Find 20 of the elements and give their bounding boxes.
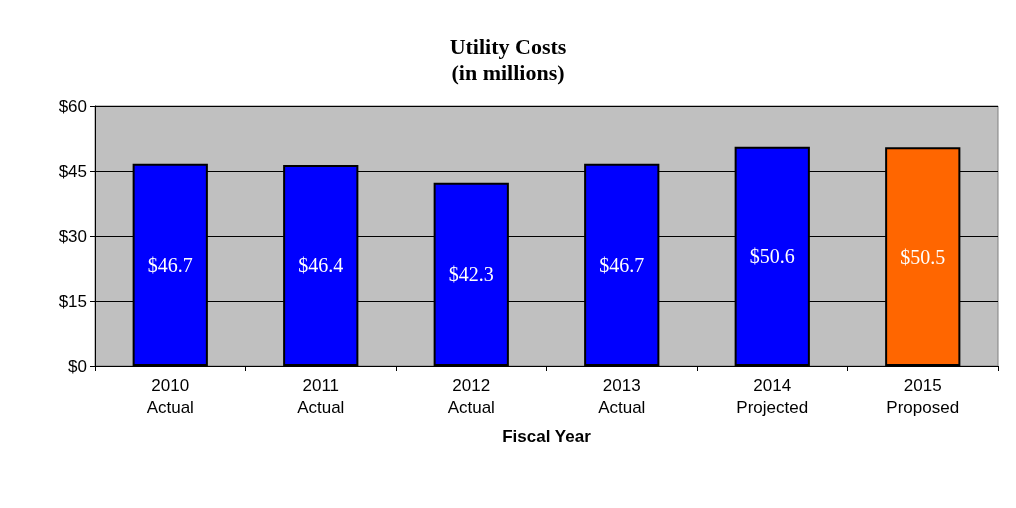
chart-subtitle: (in millions): [451, 59, 565, 85]
data-label: $50.5: [900, 245, 946, 268]
x-tick-label: 2015 Proposed: [886, 375, 960, 417]
x-tick-label: 2010 Actual: [146, 375, 194, 417]
data-label: $46.7: [599, 253, 645, 276]
data-label: $42.3: [448, 263, 494, 286]
x-tick-label: 2012 Actual: [447, 375, 495, 417]
y-tick-label: $15: [58, 291, 87, 311]
y-tick-label: $30: [58, 226, 87, 246]
x-tick-label: 2013 Actual: [598, 375, 646, 417]
chart-title: Utility Costs: [449, 33, 567, 59]
x-tick-label: 2011 Actual: [297, 375, 345, 417]
data-label: $46.7: [147, 253, 193, 276]
y-tick-label: $45: [58, 161, 87, 181]
y-tick-label: $60: [58, 96, 87, 116]
data-label: $46.4: [298, 254, 344, 277]
x-tick-label: 2014 Projected: [736, 375, 809, 417]
y-tick-label: $0: [68, 356, 87, 376]
data-label: $50.6: [749, 245, 795, 268]
x-axis-title: Fiscal Year: [502, 427, 592, 446]
